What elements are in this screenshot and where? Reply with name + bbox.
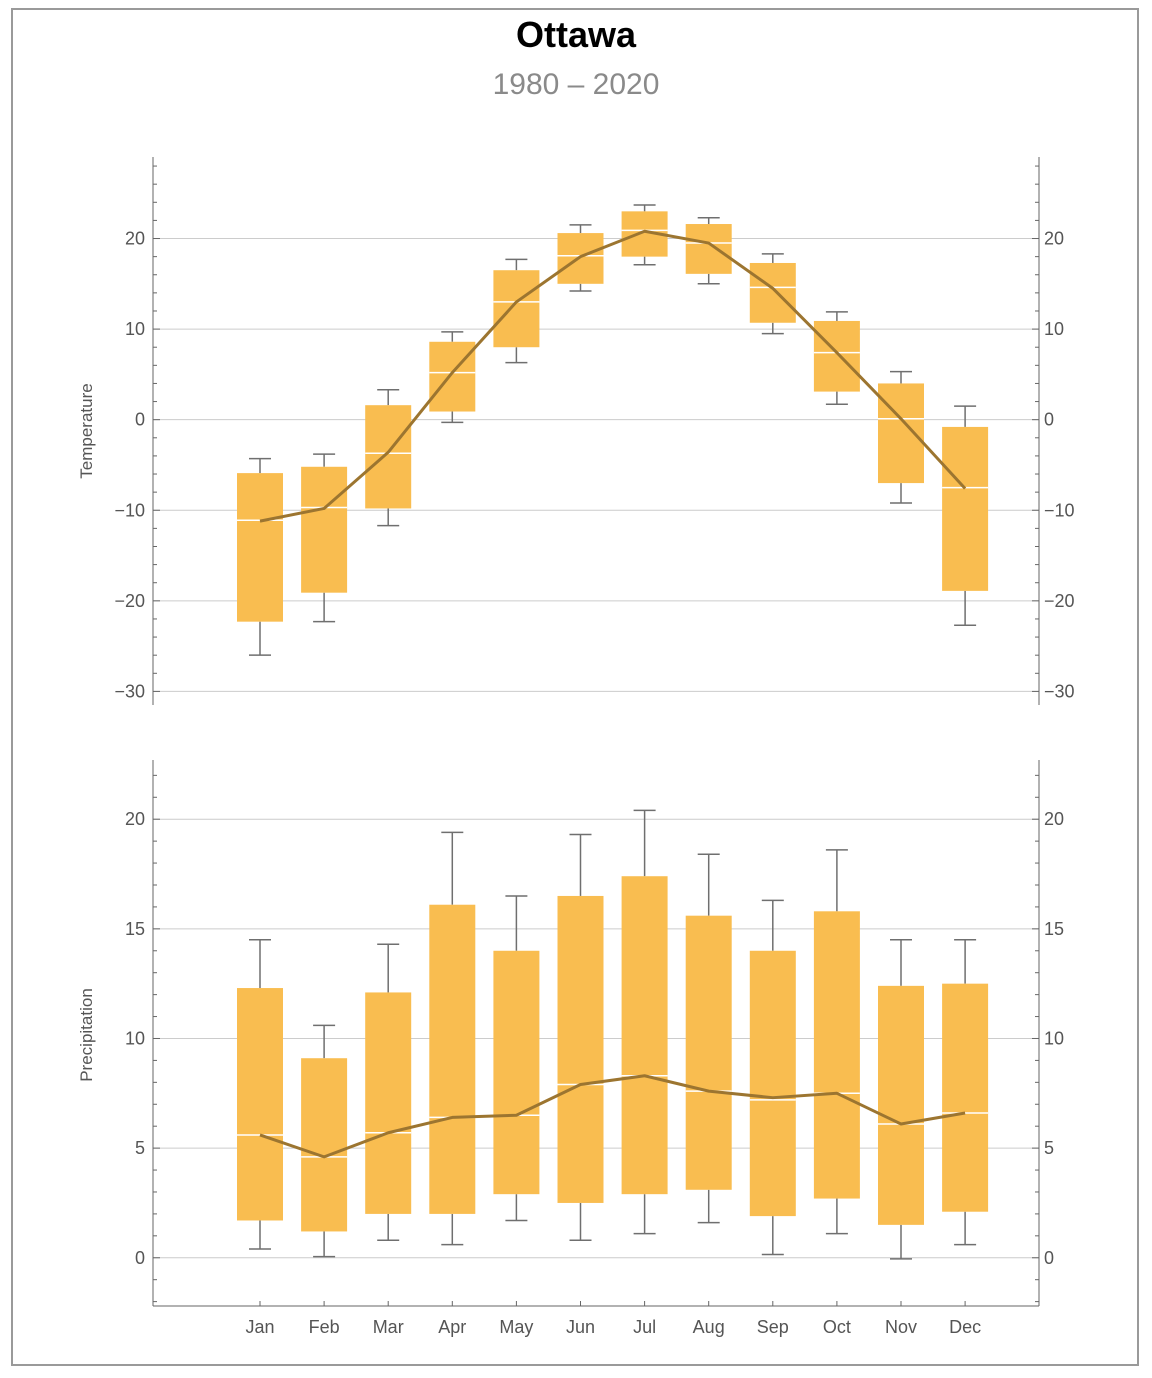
x-tick-label-jun: Jun xyxy=(566,1317,595,1337)
y-tick-label-right: −30 xyxy=(1044,681,1075,701)
y-tick-label-left: −30 xyxy=(114,681,145,701)
box-aug xyxy=(685,853,732,1224)
x-tick-label-nov: Nov xyxy=(885,1317,917,1337)
box-body xyxy=(301,1058,348,1232)
y-tick-label-right: 20 xyxy=(1044,809,1064,829)
mean-line xyxy=(259,1074,966,1159)
y-tick-label-left: 10 xyxy=(125,319,145,339)
box-dec xyxy=(942,405,989,627)
mean-line xyxy=(259,229,967,523)
box-body xyxy=(301,466,348,593)
box-body xyxy=(685,915,732,1190)
panel-temperature: −30 −30 −20 −20 −10 −10 0 0 10 10 20 20 Temperature xyxy=(77,157,1075,705)
x-tick-label-jan: Jan xyxy=(245,1317,274,1337)
box-may xyxy=(493,258,540,364)
box-body xyxy=(749,262,796,323)
y-tick-label-left: 20 xyxy=(125,229,145,249)
box-aug xyxy=(685,216,732,285)
panel-precipitation: 0 0 5 5 10 10 15 15 20 20 Precipitation Jan Feb Mar Ap… xyxy=(77,760,1064,1337)
box-body xyxy=(813,320,860,392)
box-body xyxy=(685,224,732,274)
y-tick-label-left: 5 xyxy=(135,1138,145,1158)
box-jan xyxy=(237,457,283,656)
x-tick-label-feb: Feb xyxy=(309,1317,340,1337)
y-tick-label-right: −20 xyxy=(1044,591,1075,611)
box-oct xyxy=(813,311,860,406)
box-feb xyxy=(301,1024,348,1258)
box-jan xyxy=(237,939,283,1250)
box-sep xyxy=(749,899,796,1256)
x-tick-label-sep: Sep xyxy=(757,1317,789,1337)
box-body xyxy=(813,911,860,1199)
y-tick-label-right: 0 xyxy=(1044,410,1054,430)
y-tick-label-left: −20 xyxy=(114,591,145,611)
box-jun xyxy=(557,833,604,1241)
box-body xyxy=(365,405,412,509)
box-mar xyxy=(365,943,412,1241)
y-tick-label-right: 15 xyxy=(1044,919,1064,939)
box-feb xyxy=(301,453,348,623)
box-body xyxy=(429,341,476,412)
box-mar xyxy=(365,389,412,527)
box-body xyxy=(493,270,540,348)
x-tick-label-may: May xyxy=(499,1317,533,1337)
chart-subtitle: 1980 – 2020 xyxy=(492,68,660,101)
y-tick-label-right: −10 xyxy=(1044,500,1075,520)
x-tick-label-oct: Oct xyxy=(823,1317,851,1337)
y-tick-label-right: 10 xyxy=(1044,319,1064,339)
box-apr xyxy=(429,331,476,424)
y-tick-label-left: 0 xyxy=(135,1248,145,1268)
box-body xyxy=(237,473,283,622)
y-tick-label-left: 10 xyxy=(125,1028,145,1048)
box-body xyxy=(878,985,924,1225)
box-may xyxy=(493,895,540,1222)
y-tick-label-right: 20 xyxy=(1044,229,1064,249)
y-tick-label-right: 10 xyxy=(1044,1028,1064,1048)
box-body xyxy=(237,988,283,1221)
box-body xyxy=(621,876,668,1195)
box-body xyxy=(557,895,604,1203)
box-body xyxy=(749,950,796,1217)
y-tick-label-right: 0 xyxy=(1044,1248,1054,1268)
box-body xyxy=(942,983,989,1212)
box-jul xyxy=(621,204,668,266)
box-nov xyxy=(878,939,924,1260)
box-body xyxy=(429,904,476,1214)
y-tick-label-right: 5 xyxy=(1044,1138,1054,1158)
y-tick-label-left: 0 xyxy=(135,410,145,430)
x-tick-label-apr: Apr xyxy=(438,1317,466,1337)
y-tick-label-left: 20 xyxy=(125,809,145,829)
x-tick-label-aug: Aug xyxy=(693,1317,725,1337)
box-body xyxy=(365,992,412,1214)
box-jul xyxy=(621,809,668,1235)
y-tick-label-left: 15 xyxy=(125,919,145,939)
x-tick-label-jul: Jul xyxy=(633,1317,656,1337)
box-sep xyxy=(749,253,796,335)
chart-title: Ottawa xyxy=(515,14,637,55)
box-oct xyxy=(813,849,860,1235)
x-tick-label-mar: Mar xyxy=(373,1317,404,1337)
x-tick-label-dec: Dec xyxy=(949,1317,981,1337)
box-body xyxy=(942,426,989,591)
y-axis-label: Temperature xyxy=(77,383,96,478)
y-axis-label: Precipitation xyxy=(77,988,96,1082)
box-apr xyxy=(429,831,476,1246)
box-body xyxy=(878,383,924,484)
y-tick-label-left: −10 xyxy=(114,500,145,520)
box-dec xyxy=(942,939,989,1246)
box-body xyxy=(493,950,540,1195)
